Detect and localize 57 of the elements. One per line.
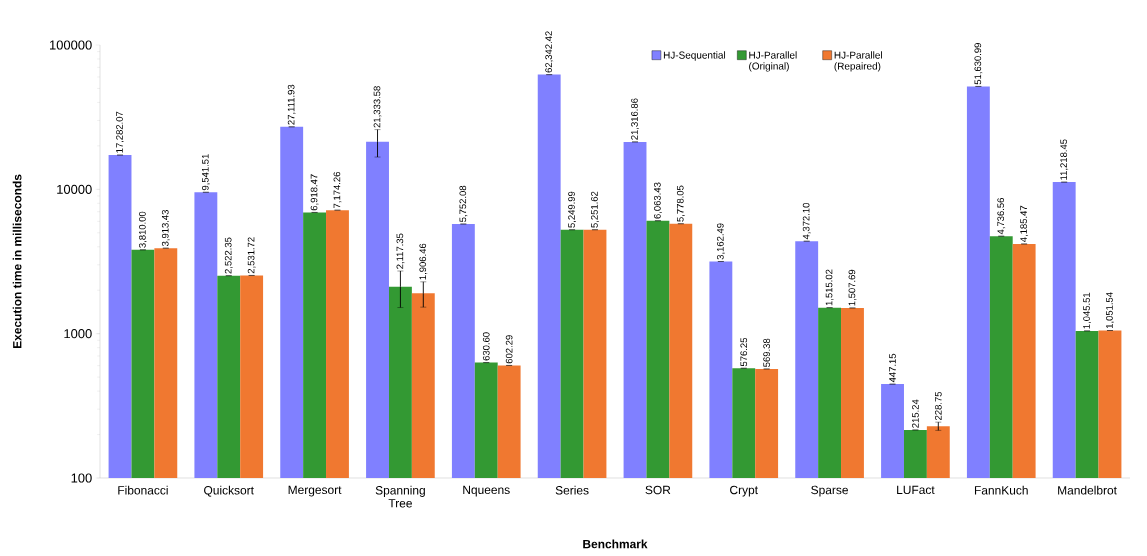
- data-label: 228.75: [934, 391, 942, 420]
- data-label: 1,515.02: [825, 269, 834, 306]
- data-label: 447.15: [889, 353, 896, 383]
- data-label: 5,251.62: [591, 191, 599, 228]
- data-label: 602.29: [505, 335, 513, 364]
- data-label: 630.60: [482, 332, 490, 361]
- data-label: 21,333.58: [373, 86, 382, 128]
- y-tick-label: 100000: [49, 40, 92, 50]
- x-tick-label: Crypt: [730, 485, 758, 497]
- y-tick-label: 1000: [64, 329, 92, 339]
- x-tick-label: Fibonacci: [118, 485, 168, 495]
- data-label: 17,282.07: [116, 111, 124, 153]
- y-tick-label: 100: [71, 473, 92, 483]
- data-label: 1,051.54: [1106, 292, 1114, 329]
- data-label: 4,372.10: [802, 203, 811, 240]
- data-label: 51,630.99: [974, 43, 983, 85]
- legend-label: HJ-Parallel (Repaired): [834, 51, 882, 72]
- x-tick-label: Nqueens: [463, 485, 510, 497]
- data-label: 2,531.72: [247, 237, 256, 274]
- data-label: 576.25: [740, 337, 748, 367]
- data-label: 3,810.00: [139, 211, 147, 248]
- data-label: 3,162.49: [716, 223, 725, 260]
- x-tick-label: Sparse: [811, 485, 848, 497]
- data-label: 21,316.86: [631, 98, 639, 140]
- data-label: 62,342.42: [545, 31, 554, 73]
- x-tick-label: Spanning Tree: [375, 485, 425, 508]
- data-label: 5,778.05: [676, 185, 685, 222]
- legend-label: HJ-Parallel (Original): [749, 51, 797, 72]
- data-label: 4,185.47: [1020, 205, 1029, 243]
- y-axis-title: Execution time in milliseconds: [12, 174, 22, 349]
- data-label: 27,111.93: [287, 84, 296, 125]
- data-label: 5,752.08: [459, 185, 468, 222]
- data-label: 1,045.51: [1083, 292, 1091, 329]
- data-label: 6,918.47: [310, 174, 319, 211]
- data-label: 4,736.56: [997, 198, 1006, 235]
- legend-label: HJ-Sequential: [663, 51, 726, 61]
- x-tick-label: Series: [555, 485, 589, 495]
- data-label: 5,249.99: [568, 191, 576, 228]
- data-label: 1,906.46: [419, 243, 428, 280]
- x-axis-title: Benchmark: [583, 539, 648, 549]
- data-label: 6,063.43: [654, 182, 662, 219]
- x-tick-label: LUFact: [897, 485, 935, 495]
- data-label: 9,541.51: [201, 154, 210, 191]
- x-tick-label: SOR: [645, 485, 671, 495]
- data-label: 7,174.26: [333, 172, 342, 208]
- data-label: 1,507.69: [848, 269, 857, 306]
- x-tick-label: Mandelbrot: [1058, 485, 1117, 495]
- data-label: 569.38: [763, 338, 770, 367]
- x-tick-label: Quicksort: [204, 485, 254, 497]
- y-tick-label: 10000: [57, 184, 92, 194]
- x-tick-label: FannKuch: [974, 485, 1028, 495]
- data-label: 3,913.43: [161, 210, 170, 247]
- x-tick-label: Mergesort: [288, 485, 342, 497]
- data-label: 11,218.45: [1060, 139, 1069, 180]
- data-label: 2,522.35: [224, 237, 233, 274]
- data-label: 215.24: [912, 399, 919, 428]
- data-label: 2,117.35: [396, 233, 405, 269]
